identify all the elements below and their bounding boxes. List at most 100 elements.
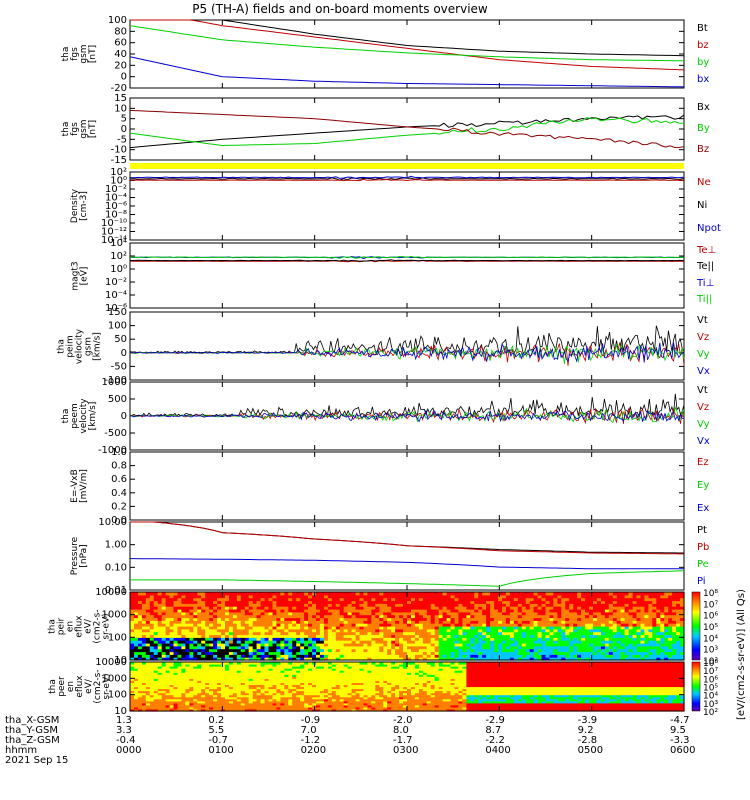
ytick-label: 10⁰ [110, 264, 127, 275]
series-fgs_gsm-Bz [129, 109, 685, 149]
ytick-label: 10000 [95, 657, 127, 668]
colorbar-tick: 10⁴ [703, 634, 718, 644]
ytick-label: 0.4 [111, 488, 127, 499]
ytick-label: 80 [114, 26, 127, 37]
legend-Vt: Vt [697, 314, 708, 326]
legend-Bz: Bz [697, 143, 710, 155]
series-density-Ne [129, 178, 685, 182]
footer-value: -2.0 [393, 715, 413, 726]
legend-Vx: Vx [697, 365, 710, 377]
ylabel-efield: E=-VxB [mV/m] [70, 452, 89, 520]
ytick-label: 500 [108, 394, 127, 405]
series-peem-black [130, 393, 685, 418]
footer-label-time: hhmm [5, 745, 38, 756]
ylabel-line: [eV] [79, 266, 89, 285]
colorbar-tick: 10³ [703, 646, 718, 656]
legend-Bt: Bt [697, 22, 708, 34]
peir-spectrogram [130, 592, 685, 661]
legend-Te⊥: Te⊥ [697, 245, 717, 257]
ylabel-line: [nPa] [79, 544, 89, 568]
ylabel-line: sr-eV) [101, 612, 112, 640]
legend-Ey: Ey [697, 480, 710, 491]
ylabel-line: [mV/m] [79, 469, 89, 503]
legend-Ti⊥: Ti⊥ [697, 277, 715, 289]
ytick-label: 10⁴ [110, 238, 127, 249]
ytick-label: 10⁻⁸ [105, 210, 127, 221]
chart-title: P5 (TH-A) fields and on-board moments ov… [192, 2, 488, 16]
colorbar-tick: 10³ [703, 700, 718, 710]
ytick-label: -5 [117, 134, 127, 145]
ytick-label: 1.0 [111, 447, 127, 458]
ytick-label: 100 [108, 690, 127, 701]
series-temp-Ti-par [130, 255, 684, 259]
ytick-label: 150 [108, 307, 127, 318]
ytick-label: 1000 [102, 377, 127, 388]
ytick-label: 20 [114, 60, 127, 71]
panel-frame-temp [129, 242, 685, 309]
ytick-label: 1000 [102, 610, 127, 621]
ytick-label: 1.00 [105, 540, 127, 551]
legend-Bx: Bx [697, 102, 710, 114]
footer-value: 3.3 [116, 725, 132, 736]
ytick-label: 0.0 [111, 515, 127, 526]
footer-value: 5.5 [208, 725, 225, 736]
colorbar-tick: 10² [703, 657, 718, 667]
ytick-label: -500 [104, 428, 127, 439]
legend-Vt: Vt [697, 384, 708, 396]
ytick-label: 10000 [95, 587, 127, 598]
footer-value: -0.9 [300, 715, 321, 726]
legend-Ne: Ne [697, 177, 711, 189]
footer-value: 0400 [485, 745, 511, 756]
ytick-label: 10⁻⁴ [105, 290, 127, 301]
footer-value: 7.0 [300, 725, 317, 736]
colorbar-tick: 10⁵ [703, 684, 718, 694]
footer-value: 9.2 [577, 725, 594, 736]
footer-label-z: tha_Z-GSM [5, 735, 60, 746]
legend-Pt: Pt [697, 524, 707, 536]
footer-date: 2021 Sep 15 [5, 755, 69, 766]
ytick-label: 10 [114, 103, 127, 114]
legend-bx: bx [697, 73, 710, 85]
series-pressure-Pe [130, 570, 685, 587]
ytick-label: 0 [121, 124, 127, 135]
footer-value: 0500 [577, 745, 604, 756]
ytick-label: 10⁻⁶ [105, 303, 127, 314]
legend-by: by [697, 56, 710, 68]
colorbar-0 [691, 591, 701, 661]
ylabel-peir_spec: tha peir en eflux eV/(cm2-s-sr-eV) [48, 592, 112, 660]
ytick-label: 10² [110, 251, 127, 262]
ytick-label: -100 [104, 375, 127, 386]
ylabel-fgs_mag: tha fgs gsm [nT] [61, 20, 98, 88]
ytick-label: 0 [121, 348, 127, 359]
colorbar-tick: 10⁶ [703, 675, 718, 685]
footer-value: -0.7 [208, 735, 228, 746]
colorbar-tick: 10⁷ [703, 667, 718, 677]
ylabel-peem_vel: tha peem velocity [km/s] [61, 382, 98, 450]
ytick-label: 0 [121, 72, 127, 83]
ylabel-line: [nT] [88, 119, 98, 139]
ylabel-temp: magt3 [eV] [70, 243, 89, 308]
ylabel-fgs_gsm: tha fgs gsm [nT] [61, 98, 98, 160]
footer-label-x: tha_X-GSM [5, 715, 60, 726]
series-fgs_gsm-By [129, 116, 685, 147]
legend-Ti||: Ti|| [697, 293, 713, 305]
footer-value: 0300 [393, 745, 419, 756]
legend-By: By [697, 123, 710, 134]
series-peim-black [129, 325, 685, 354]
ylabel-line: [km/s] [88, 401, 98, 431]
ytick-label: 0.2 [111, 501, 127, 512]
panel-frame-density [129, 171, 685, 241]
legend-Pi: Pi [697, 575, 706, 587]
ytick-label: 60 [114, 38, 127, 49]
ytick-label: -50 [111, 361, 127, 372]
ytick-label: 0.01 [105, 585, 127, 596]
series-fgs_mag-bz [130, 19, 685, 71]
panel-frame-efield [129, 451, 685, 521]
legend-Te||: Te|| [697, 261, 715, 273]
colorbar-tick: 10² [703, 708, 718, 718]
footer-value: 9.5 [670, 725, 686, 736]
yellow-status-bar [130, 163, 684, 169]
legend-Vx: Vx [697, 435, 710, 447]
ytick-label: 0.8 [111, 461, 127, 472]
